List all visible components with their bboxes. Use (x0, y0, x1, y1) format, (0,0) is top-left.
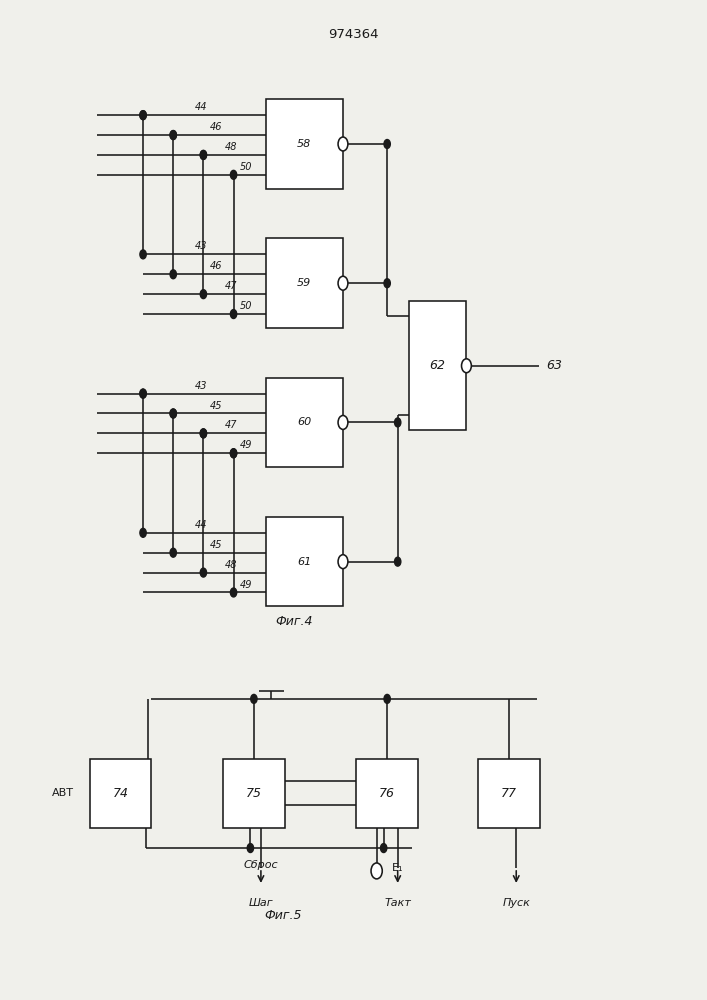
Circle shape (395, 418, 401, 427)
Text: 46: 46 (210, 122, 222, 132)
Text: 974364: 974364 (328, 28, 379, 41)
Circle shape (200, 150, 206, 159)
Circle shape (140, 528, 146, 537)
Circle shape (170, 131, 176, 140)
Text: 43: 43 (194, 381, 207, 391)
Text: 44: 44 (194, 520, 207, 530)
Circle shape (380, 844, 387, 853)
Circle shape (140, 389, 146, 398)
Circle shape (338, 137, 348, 151)
Circle shape (170, 409, 176, 418)
Text: 75: 75 (246, 787, 262, 800)
Circle shape (140, 111, 146, 120)
Text: Пуск: Пуск (502, 898, 530, 908)
Circle shape (140, 111, 146, 120)
Bar (266, 517, 343, 606)
Text: Такт: Такт (384, 898, 411, 908)
Circle shape (140, 250, 146, 259)
Bar (223, 759, 285, 828)
Circle shape (200, 150, 206, 159)
Text: 48: 48 (225, 560, 238, 570)
Text: 46: 46 (210, 261, 222, 271)
Circle shape (462, 359, 472, 373)
Text: 45: 45 (210, 401, 222, 411)
Text: 62: 62 (430, 359, 445, 372)
Bar (266, 238, 343, 328)
Circle shape (140, 389, 146, 398)
Bar (266, 378, 343, 467)
Circle shape (247, 844, 254, 853)
Text: 45: 45 (210, 540, 222, 550)
Circle shape (230, 449, 237, 458)
Text: 76: 76 (379, 787, 395, 800)
Circle shape (170, 548, 176, 557)
Text: Фиг.5: Фиг.5 (264, 909, 302, 922)
Circle shape (338, 415, 348, 429)
Circle shape (170, 409, 176, 418)
Text: 61: 61 (297, 557, 312, 567)
Circle shape (200, 290, 206, 299)
Bar (409, 301, 467, 430)
Text: 49: 49 (240, 580, 252, 590)
Circle shape (371, 863, 382, 879)
Circle shape (251, 694, 257, 703)
Text: 50: 50 (240, 301, 252, 311)
Text: 50: 50 (240, 162, 252, 172)
Bar (479, 759, 540, 828)
Bar (266, 99, 343, 189)
Text: 74: 74 (112, 787, 129, 800)
Bar (356, 759, 418, 828)
Circle shape (338, 276, 348, 290)
Circle shape (230, 170, 237, 179)
Text: Шаг: Шаг (249, 898, 273, 908)
Circle shape (395, 557, 401, 566)
Circle shape (200, 429, 206, 438)
Circle shape (200, 429, 206, 438)
Circle shape (384, 279, 390, 288)
Text: АВТ: АВТ (52, 788, 74, 798)
Text: Фиг.4: Фиг.4 (275, 615, 312, 628)
Text: 47: 47 (225, 420, 238, 430)
Circle shape (230, 588, 237, 597)
Circle shape (170, 131, 176, 140)
Circle shape (384, 140, 390, 148)
Circle shape (230, 449, 237, 458)
Circle shape (230, 310, 237, 319)
Circle shape (200, 568, 206, 577)
Circle shape (384, 694, 390, 703)
Text: 48: 48 (225, 142, 238, 152)
Text: 77: 77 (501, 787, 518, 800)
Text: 49: 49 (240, 440, 252, 450)
Circle shape (170, 270, 176, 279)
Bar (90, 759, 151, 828)
Text: 43: 43 (194, 241, 207, 251)
Text: 44: 44 (194, 102, 207, 112)
Text: Сброс: Сброс (244, 860, 279, 870)
Circle shape (338, 555, 348, 569)
Text: 47: 47 (225, 281, 238, 291)
Text: 59: 59 (297, 278, 312, 288)
Text: E₁: E₁ (392, 863, 404, 873)
Text: 58: 58 (297, 139, 312, 149)
Text: 63: 63 (547, 359, 562, 372)
Text: 60: 60 (297, 417, 312, 427)
